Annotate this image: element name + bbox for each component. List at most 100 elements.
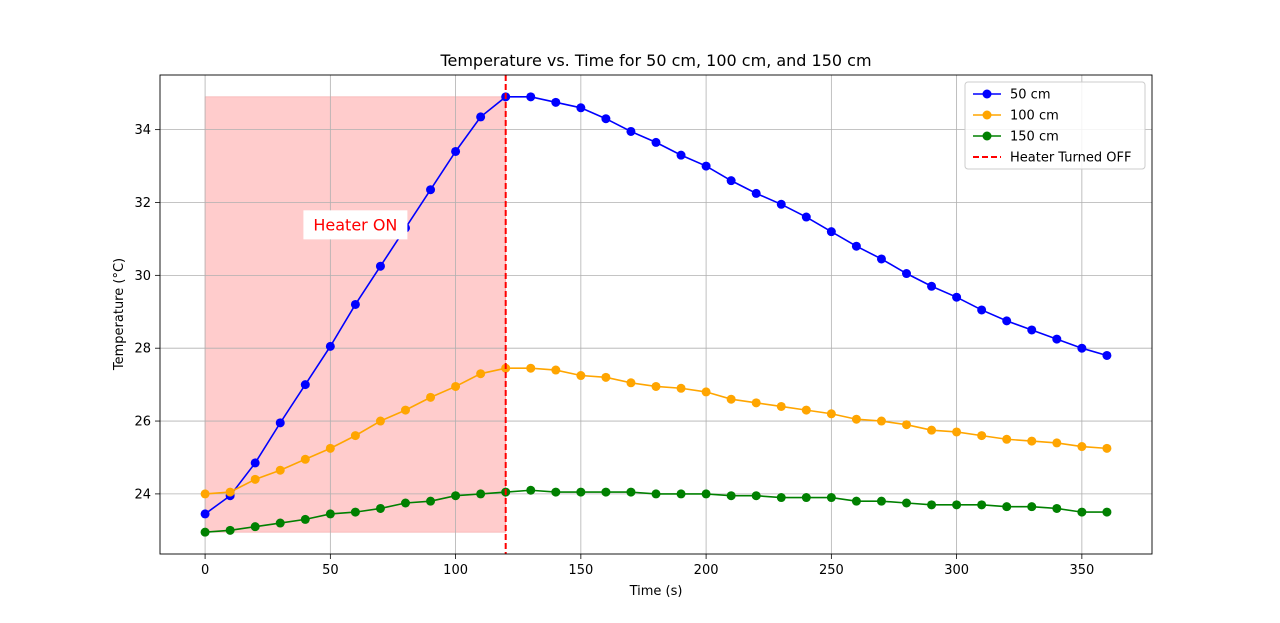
data-point bbox=[375, 416, 385, 426]
data-point bbox=[977, 500, 987, 510]
data-point bbox=[876, 496, 886, 506]
data-point bbox=[751, 188, 761, 198]
data-point bbox=[551, 487, 561, 497]
data-point bbox=[776, 493, 786, 503]
y-tick-label: 24 bbox=[134, 487, 151, 502]
data-point bbox=[476, 369, 486, 379]
data-point bbox=[1002, 502, 1012, 512]
data-point bbox=[551, 97, 561, 107]
x-tick-label: 200 bbox=[694, 563, 719, 578]
data-point bbox=[375, 261, 385, 271]
legend-marker-dot bbox=[982, 110, 992, 120]
data-point bbox=[726, 394, 736, 404]
x-tick-label: 0 bbox=[201, 563, 209, 578]
data-point bbox=[927, 281, 937, 291]
data-point bbox=[1027, 436, 1037, 446]
data-point bbox=[300, 454, 310, 464]
data-point bbox=[1052, 503, 1062, 513]
data-point bbox=[325, 341, 335, 351]
data-point bbox=[576, 371, 586, 381]
data-point bbox=[225, 487, 235, 497]
data-point bbox=[626, 378, 636, 388]
data-point bbox=[952, 500, 962, 510]
series-100-cm bbox=[200, 363, 1112, 499]
data-point bbox=[626, 126, 636, 136]
data-point bbox=[576, 487, 586, 497]
data-point bbox=[851, 241, 861, 251]
data-point bbox=[701, 387, 711, 397]
data-point bbox=[1002, 434, 1012, 444]
data-point bbox=[300, 380, 310, 390]
data-point bbox=[275, 418, 285, 428]
data-point bbox=[400, 498, 410, 508]
data-point bbox=[1077, 442, 1087, 452]
legend-label: 150 cm bbox=[1010, 130, 1059, 145]
data-point bbox=[977, 431, 987, 441]
data-point bbox=[751, 491, 761, 501]
legend-label: 100 cm bbox=[1010, 109, 1059, 124]
y-tick-label: 32 bbox=[134, 196, 151, 211]
x-tick-label: 300 bbox=[944, 563, 969, 578]
data-point bbox=[200, 489, 210, 499]
data-point bbox=[350, 507, 360, 517]
legend-label: 50 cm bbox=[1010, 88, 1051, 103]
data-point bbox=[451, 146, 461, 156]
x-tick-label: 100 bbox=[443, 563, 468, 578]
x-tick-label: 250 bbox=[819, 563, 844, 578]
data-point bbox=[651, 381, 661, 391]
data-point bbox=[476, 489, 486, 499]
data-point bbox=[1077, 343, 1087, 353]
data-point bbox=[200, 527, 210, 537]
data-point bbox=[826, 409, 836, 419]
data-point bbox=[902, 269, 912, 279]
data-point bbox=[275, 518, 285, 528]
data-point bbox=[451, 381, 461, 391]
y-tick-label: 34 bbox=[134, 123, 151, 138]
data-point bbox=[801, 212, 811, 222]
data-point bbox=[350, 431, 360, 441]
legend-box bbox=[964, 81, 1146, 170]
annotation-background bbox=[303, 210, 408, 240]
plot-area: 0 50 100 150 200 250 300 350 24 26 28 30 32 34 Heater … bbox=[134, 74, 1153, 578]
data-point bbox=[676, 383, 686, 393]
data-point bbox=[526, 363, 536, 373]
data-point bbox=[426, 185, 436, 195]
data-point bbox=[250, 458, 260, 468]
data-point bbox=[551, 365, 561, 375]
data-point bbox=[1102, 507, 1112, 517]
data-point bbox=[250, 522, 260, 532]
data-point bbox=[426, 392, 436, 402]
data-point bbox=[952, 427, 962, 437]
y-tick-label: 26 bbox=[134, 415, 151, 430]
x-tick-label: 350 bbox=[1069, 563, 1094, 578]
data-point bbox=[350, 299, 360, 309]
plot-frame bbox=[159, 74, 1153, 555]
data-point bbox=[801, 405, 811, 415]
data-point bbox=[1002, 316, 1012, 326]
data-point bbox=[1027, 325, 1037, 335]
data-point bbox=[576, 103, 586, 113]
data-point bbox=[851, 496, 861, 506]
data-point bbox=[751, 398, 761, 408]
x-tick-label: 50 bbox=[322, 563, 339, 578]
data-point bbox=[300, 514, 310, 524]
data-point bbox=[927, 425, 937, 435]
data-point bbox=[902, 420, 912, 430]
data-point bbox=[1052, 438, 1062, 448]
data-point bbox=[851, 414, 861, 424]
x-tick-label: 150 bbox=[568, 563, 593, 578]
data-point bbox=[676, 150, 686, 160]
data-point bbox=[400, 405, 410, 415]
data-point bbox=[451, 491, 461, 501]
data-point bbox=[1052, 334, 1062, 344]
data-point bbox=[1102, 350, 1112, 360]
data-point bbox=[977, 305, 987, 315]
data-point bbox=[676, 489, 686, 499]
chart-title: Temperature vs. Time for 50 cm, 100 cm, … bbox=[439, 51, 871, 70]
data-point bbox=[1102, 443, 1112, 453]
legend-marker-dot bbox=[982, 89, 992, 99]
data-point bbox=[1077, 507, 1087, 517]
data-point bbox=[1027, 502, 1037, 512]
data-point bbox=[601, 372, 611, 382]
y-tick-label: 28 bbox=[134, 342, 151, 357]
